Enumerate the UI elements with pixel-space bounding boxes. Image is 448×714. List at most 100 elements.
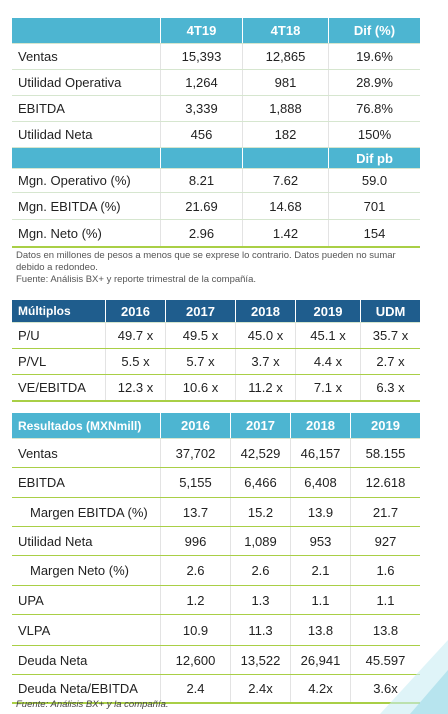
cell-value: 1.1 (290, 586, 350, 614)
cell-value: 1.6 (350, 556, 420, 585)
header-cell: Dif pb (328, 148, 420, 168)
cell-value: 13,522 (230, 646, 290, 674)
cell-value: 12.3 x (105, 375, 165, 400)
data-row: EBITDA 3,339 1,888 76.8% (12, 96, 420, 122)
cell-value: 701 (328, 193, 420, 219)
row-label: Mgn. Operativo (%) (18, 173, 131, 188)
cell-value: 2.96 (160, 220, 242, 246)
header-cell: 2017 (165, 300, 235, 322)
cell-value: 2.4x (230, 675, 290, 702)
cell-value: 2.1 (290, 556, 350, 585)
header-title: Múltiplos (18, 304, 71, 318)
header-cell: UDM (360, 300, 420, 322)
row-label: P/U (18, 328, 40, 343)
cell-value: 14.68 (242, 193, 328, 219)
row-label: EBITDA (18, 475, 65, 490)
header-cell: Dif (%) (328, 18, 420, 43)
row-label: Mgn. Neto (%) (18, 225, 102, 241)
cell-value: 13.8 (350, 615, 420, 645)
cell-value: 46,157 (290, 439, 350, 467)
data-row: Ventas 15,393 12,865 19.6% (12, 44, 420, 70)
header-cell (160, 148, 242, 168)
cell-value: 4.2x (290, 675, 350, 702)
row-label: EBITDA (18, 101, 65, 116)
header-cell: 2016 (160, 413, 230, 438)
header-cell: 2016 (105, 300, 165, 322)
cell-value: 35.7 x (360, 323, 420, 348)
cell-value: 10.9 (160, 615, 230, 645)
cell-value: 456 (160, 122, 242, 147)
cell-value: 76.8% (328, 96, 420, 121)
header-title: Resultados (MXNmill) (18, 418, 142, 433)
summary-table: 4T19 4T18 Dif (%) Ventas 15,393 12,865 19.6% Ut… (12, 18, 420, 248)
cell-value: 12.618 (350, 468, 420, 497)
row-label: Margen Neto (%) (30, 563, 129, 578)
header-title (12, 148, 160, 168)
cell-value: 49.7 x (105, 323, 165, 348)
row-label: UPA (18, 592, 44, 608)
data-row: Margen Neto (%) 2.6 2.6 2.1 1.6 (12, 556, 420, 586)
row-label: Margen EBITDA (%) (30, 504, 148, 520)
cell-value: 1.1 (350, 586, 420, 614)
cell-value: 2.6 (160, 556, 230, 585)
cell-value: 5.5 x (105, 349, 165, 374)
cell-value: 7.1 x (295, 375, 360, 400)
data-row: Utilidad Neta 996 1,089 953 927 (12, 527, 420, 556)
cell-value: 19.6% (328, 44, 420, 69)
header-cell (242, 148, 328, 168)
cell-value: 26,941 (290, 646, 350, 674)
cell-value: 12,865 (242, 44, 328, 69)
cell-value: 150% (328, 122, 420, 147)
cell-value: 996 (160, 527, 230, 555)
header-title (12, 18, 160, 43)
cell-value: 21.69 (160, 193, 242, 219)
cell-value: 42,529 (230, 439, 290, 467)
cell-value: 13.8 (290, 615, 350, 645)
data-row: VLPA 10.9 11.3 13.8 13.8 (12, 615, 420, 646)
cell-value: 3.6x (350, 675, 420, 702)
cell-value: 37,702 (160, 439, 230, 467)
cell-value: 59.0 (328, 169, 420, 192)
cell-value: 4.4 x (295, 349, 360, 374)
cell-value: 6,408 (290, 468, 350, 497)
cell-value: 58.155 (350, 439, 420, 467)
cell-value: 154 (328, 220, 420, 246)
cell-value: 1,089 (230, 527, 290, 555)
cell-value: 2.7 x (360, 349, 420, 374)
cell-value: 11.3 (230, 615, 290, 645)
cell-value: 15,393 (160, 44, 242, 69)
multiples-table: Múltiplos 2016 2017 2018 2019 UDM P/U 49.7 x 49.… (12, 300, 420, 402)
data-row: Mgn. Operativo (%) 8.21 7.62 59.0 (12, 169, 420, 193)
data-row: Deuda Neta 12,600 13,522 26,941 45.597 (12, 646, 420, 675)
cell-value: 3.7 x (235, 349, 295, 374)
cell-value: 182 (242, 122, 328, 147)
source: Fuente: Análisis BX+ y la compañía. (16, 699, 169, 710)
cell-value: 13.7 (160, 498, 230, 526)
header-row: Resultados (MXNmill) 2016 2017 2018 2019 (12, 413, 420, 439)
cell-value: 5,155 (160, 468, 230, 497)
data-row: P/U 49.7 x 49.5 x 45.0 x 45.1 x 35.7 x (12, 323, 420, 349)
cell-value: 2.6 (230, 556, 290, 585)
cell-value: 6.3 x (360, 375, 420, 400)
cell-value: 953 (290, 527, 350, 555)
cell-value: 10.6 x (165, 375, 235, 400)
cell-value: 12,600 (160, 646, 230, 674)
row-label: VLPA (18, 622, 51, 638)
header-row: 4T19 4T18 Dif (%) (12, 18, 420, 44)
cell-value: 15.2 (230, 498, 290, 526)
cell-value: 1.42 (242, 220, 328, 246)
notes: Datos en millones de pesos a menos que s… (16, 250, 416, 286)
cell-value: 1,264 (160, 70, 242, 95)
row-label: VE/EBITDA (18, 380, 86, 395)
row-label: Utilidad Neta (18, 127, 93, 142)
cell-value: 45.0 x (235, 323, 295, 348)
cell-value: 5.7 x (165, 349, 235, 374)
note: Fuente: Análisis BX+ y reporte trimestra… (16, 274, 256, 285)
data-row: Mgn. Neto (%) 2.96 1.42 154 (12, 220, 420, 248)
cell-value: 6,466 (230, 468, 290, 497)
header-row: Múltiplos 2016 2017 2018 2019 UDM (12, 300, 420, 323)
cell-value: 3,339 (160, 96, 242, 121)
cell-value: 13.9 (290, 498, 350, 526)
row-label: Ventas (18, 49, 58, 64)
